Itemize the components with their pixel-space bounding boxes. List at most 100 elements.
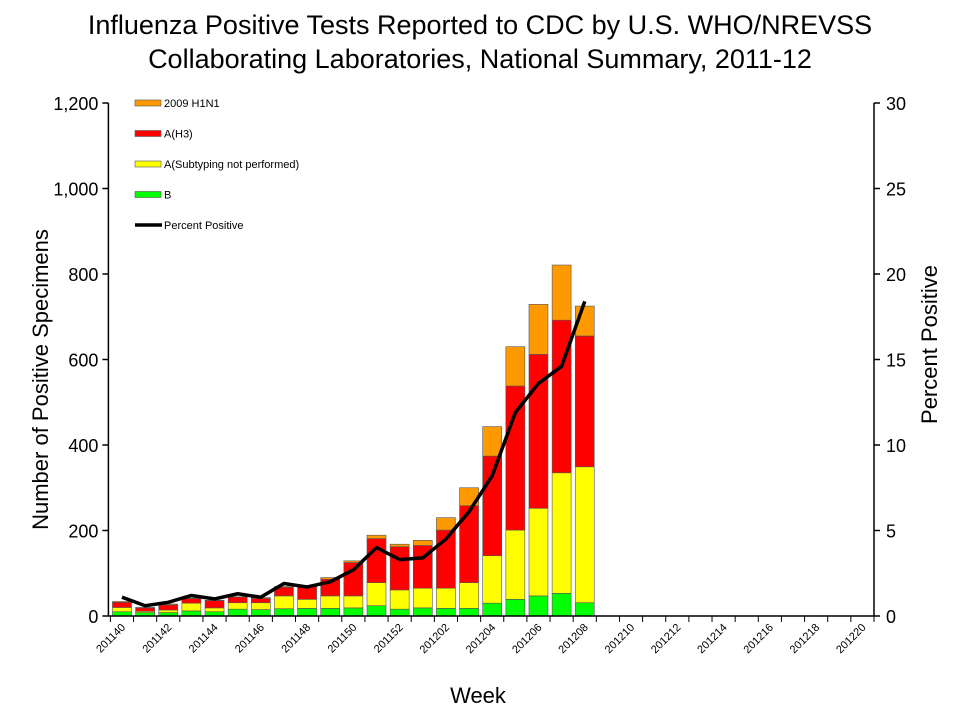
bar-2009-h1n1-201201: [412, 540, 433, 546]
bar-a-subtyping-not-performed--201147: [274, 595, 294, 610]
chart-title: Influenza Positive Tests Reported to CDC…: [0, 8, 960, 76]
bar-a-subtyping-not-performed--201146: [251, 602, 271, 610]
x-tick-label: 201150: [326, 622, 360, 656]
bar-2009-h1n1-201205: [505, 346, 526, 387]
x-tick-label: 201144: [187, 622, 221, 656]
legend-label: A(H3): [164, 129, 193, 141]
x-axis-label: Week: [450, 683, 507, 708]
bar-a-h3--201144: [204, 600, 225, 609]
bar-b-201150: [343, 607, 364, 617]
legend-swatch-a-subtyping-not-performed-: [134, 160, 162, 168]
bar-a-subtyping-not-performed--201149: [320, 595, 341, 609]
bar-a-h3--201140: [112, 602, 132, 608]
x-tick-label: 201152: [372, 622, 406, 656]
bar-a-h3--201208: [574, 335, 595, 468]
bar-a-subtyping-not-performed--201202: [436, 587, 456, 609]
bar-a-h3--201142: [158, 604, 179, 611]
bar-a-h3--201151: [366, 538, 387, 583]
bar-2009-h1n1-201151: [366, 534, 387, 539]
legend-label: B: [164, 190, 171, 202]
bar-a-subtyping-not-performed--201145: [227, 602, 248, 610]
left-y-tick-label: 1,000: [53, 180, 98, 200]
right-y-tick-label: 0: [886, 607, 896, 627]
bar-a-subtyping-not-performed--201203: [459, 582, 479, 609]
chart-title-line-2: Collaborating Laboratories, National Sum…: [148, 44, 812, 74]
bar-a-subtyping-not-performed--201151: [366, 582, 387, 607]
x-tick-label: 201146: [233, 622, 267, 656]
x-tick-label: 201210: [603, 622, 637, 656]
bar-a-subtyping-not-performed--201142: [158, 609, 179, 613]
bar-a-subtyping-not-performed--201148: [297, 599, 317, 609]
bar-b-201201: [412, 607, 433, 617]
bar-a-subtyping-not-performed--201207: [551, 472, 572, 594]
x-tick-label: 201218: [788, 622, 822, 656]
left-y-tick-label: 400: [68, 436, 98, 456]
x-tick-label: 201216: [742, 622, 776, 656]
bar-b-201148: [297, 608, 317, 617]
x-tick-label: 201220: [834, 622, 868, 656]
bar-b-201204: [482, 602, 503, 617]
bar-a-subtyping-not-performed--201205: [505, 529, 526, 600]
bar-a-subtyping-not-performed--201152: [389, 589, 410, 610]
bar-a-subtyping-not-performed--201206: [528, 507, 549, 597]
left-y-tick-label: 800: [68, 265, 98, 285]
left-y-tick-label: 1,200: [53, 94, 98, 114]
left-y-tick-label: 0: [88, 607, 98, 627]
x-tick-label: 201206: [510, 622, 544, 656]
x-tick-label: 201204: [464, 622, 498, 656]
bar-b-201208: [574, 602, 595, 617]
bar-b-201151: [366, 605, 387, 617]
x-tick-label: 201140: [94, 622, 128, 656]
bar-2009-h1n1-201204: [482, 426, 503, 457]
bar-2009-h1n1-201140: [112, 601, 132, 603]
x-tick-label: 201212: [649, 622, 683, 656]
percent-positive-line: [121, 300, 587, 608]
legend-label: Percent Positive: [164, 220, 243, 232]
legend-label: 2009 H1N1: [164, 98, 220, 110]
right-y-tick-label: 15: [886, 351, 906, 371]
bar-a-h3--201141: [135, 607, 155, 612]
bar-2009-h1n1-201206: [528, 304, 549, 355]
right-y-tick-label: 25: [886, 180, 906, 200]
right-y-tick-label: 10: [886, 436, 906, 456]
bar-a-h3--201145: [227, 596, 248, 604]
bar-a-h3--201146: [251, 598, 271, 604]
left-y-axis-label: Number of Positive Specimens: [28, 229, 53, 530]
legend-label: A(Subtyping not performed): [164, 159, 299, 171]
legend-swatch-b: [134, 191, 162, 198]
right-y-tick-label: 5: [886, 522, 896, 542]
bar-b-201202: [436, 608, 456, 617]
legend-swatch-2009-h1n1: [134, 99, 162, 107]
chart-title-line-1: Influenza Positive Tests Reported to CDC…: [87, 10, 873, 40]
bar-2009-h1n1-201207: [551, 264, 572, 321]
right-y-tick-label: 30: [886, 94, 906, 114]
left-y-tick-label: 200: [68, 522, 98, 542]
bar-b-201149: [320, 608, 341, 617]
x-tick-label: 201142: [141, 622, 175, 656]
bar-a-subtyping-not-performed--201150: [343, 595, 364, 609]
bar-a-subtyping-not-performed--201140: [112, 607, 132, 613]
bar-b-201145: [227, 608, 248, 617]
legend-swatch-a-h3-: [134, 130, 162, 137]
bar-a-subtyping-not-performed--201208: [574, 466, 595, 604]
bar-a-subtyping-not-performed--201143: [181, 602, 202, 612]
x-tick-label: 201214: [695, 622, 729, 656]
bar-a-subtyping-not-performed--201201: [412, 587, 433, 609]
bar-b-201206: [528, 595, 549, 617]
x-tick-label: 201202: [418, 622, 452, 656]
right-y-axis-label: Percent Positive: [917, 265, 942, 424]
bar-b-201152: [389, 608, 410, 617]
bar-b-201147: [274, 608, 294, 617]
bar-a-subtyping-not-performed--201144: [204, 607, 225, 613]
bar-2009-h1n1-201152: [389, 543, 410, 548]
right-y-tick-label: 20: [886, 265, 906, 285]
bar-2009-h1n1-201202: [436, 517, 456, 531]
bar-b-201146: [251, 609, 271, 617]
bar-2009-h1n1-201147: [274, 586, 294, 588]
bar-b-201143: [181, 610, 202, 617]
left-y-tick-label: 600: [68, 351, 98, 371]
x-tick-label: 201208: [556, 622, 590, 656]
bar-a-subtyping-not-performed--201204: [482, 555, 503, 604]
bar-a-h3--201205: [505, 385, 526, 531]
